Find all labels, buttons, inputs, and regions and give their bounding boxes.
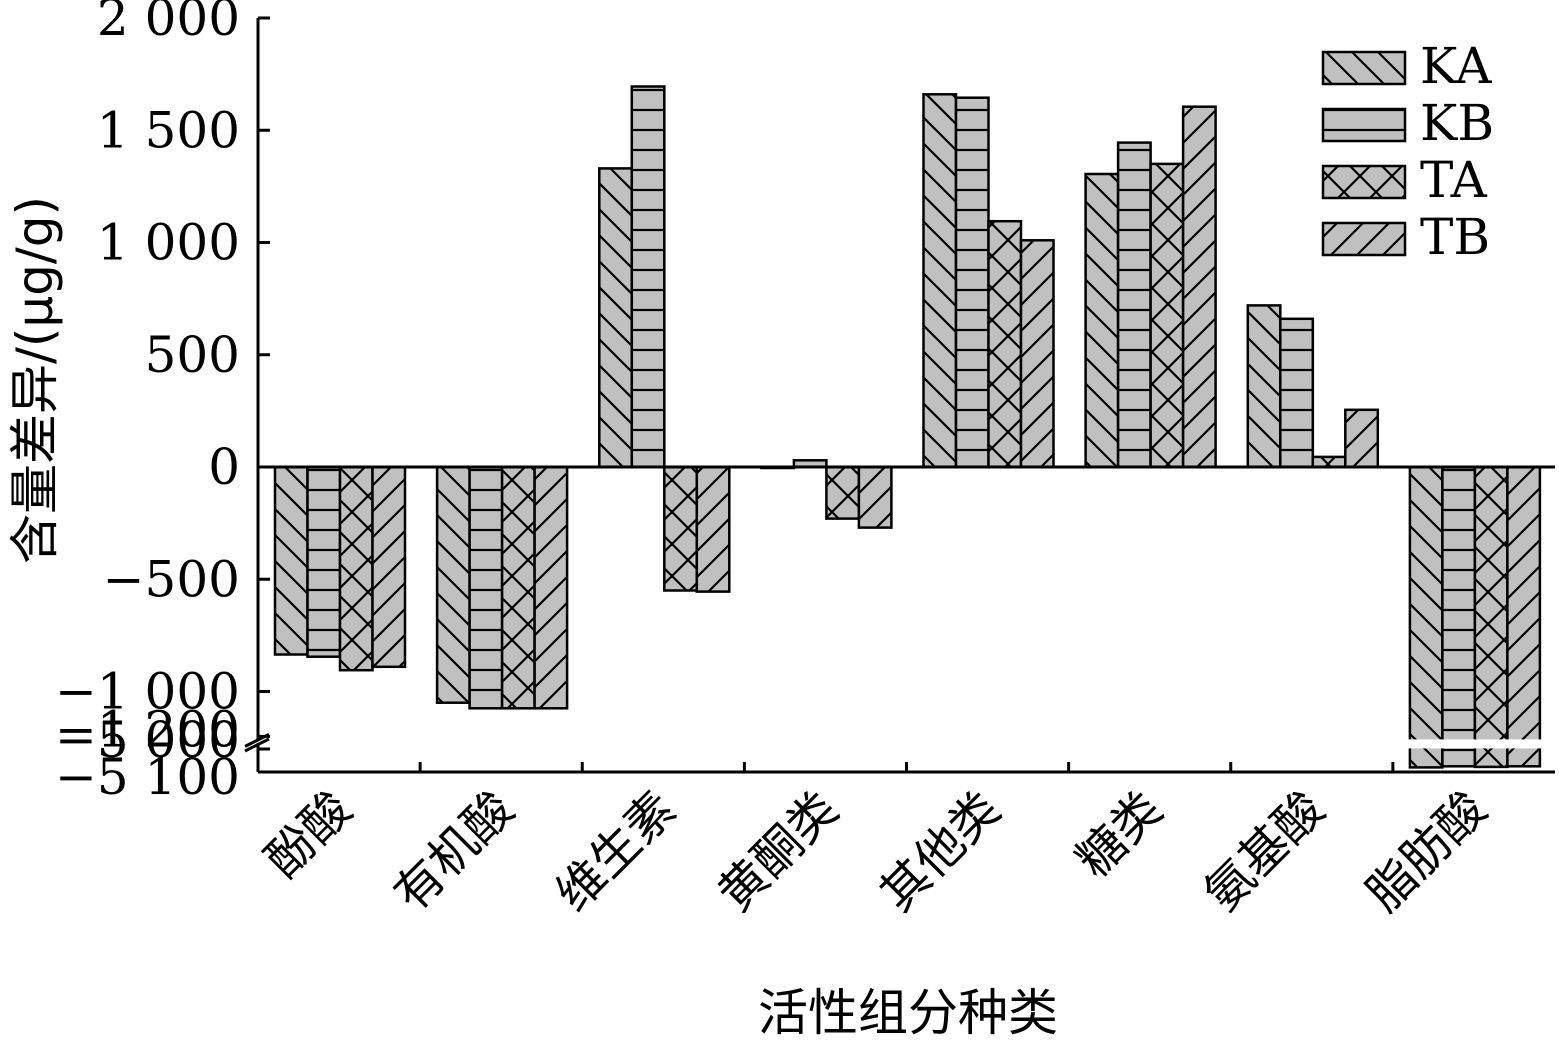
bar-KA-5 (922, 93, 958, 469)
bar-TB-3 (695, 465, 731, 593)
x-axis-title: 活性组分种类 (758, 984, 1058, 1042)
x-tick-label: 脂肪酸 (1356, 781, 1497, 922)
legend-swatch-KB (1321, 107, 1407, 143)
bar-TA-8 (1473, 465, 1509, 769)
bar-TA-1 (338, 465, 374, 672)
x-tick-label: 维生素 (545, 781, 686, 922)
x-tick-label: 酚酸 (255, 781, 362, 888)
x-tick-label: 其他类 (870, 781, 1011, 922)
x-tick-label: 黄酮类 (707, 781, 848, 922)
bar-KB-7 (1279, 317, 1315, 469)
bar-TA-3 (663, 465, 699, 592)
x-tick-label: 有机酸 (383, 781, 524, 922)
bar-TB-8 (1506, 465, 1542, 768)
bar-KB-6 (1116, 141, 1152, 469)
bar-KB-2 (468, 465, 504, 710)
bar-KA-8 (1408, 465, 1444, 769)
y-tick-label: −1 200 (55, 700, 240, 758)
legend-label-TA: TA (1420, 151, 1488, 209)
bars-group (273, 85, 1543, 769)
bar-KA-7 (1246, 304, 1282, 469)
y-tick-label: 1 000 (97, 214, 240, 272)
bar-TA-4 (825, 465, 861, 520)
bar-TA-7 (1311, 455, 1347, 469)
bar-KB-1 (306, 465, 342, 658)
legend-label-KB: KB (1420, 94, 1494, 152)
x-tick-label: 氨基酸 (1194, 781, 1335, 922)
x-tick-label: 糖类 (1066, 781, 1173, 888)
y-tick-label: 500 (145, 326, 240, 384)
y-tick-label: −5 100 (55, 748, 240, 806)
y-ticks-group: 2 000 1 500 1 000 500 0 −500 −1 000−1 200−5 00… (55, 0, 270, 806)
legend-swatch-TA (1321, 164, 1407, 200)
bar-TB-6 (1181, 105, 1217, 469)
y-tick-label: 0 (208, 438, 240, 496)
y-tick-label: −500 (103, 550, 240, 608)
y-axis-title: 含量差异/(μg/g) (6, 196, 64, 564)
bar-KB-3 (630, 85, 666, 469)
bar-KA-1 (273, 465, 309, 656)
bar-KB-8 (1441, 465, 1477, 768)
legend-label-TB: TB (1420, 208, 1490, 266)
bar-KB-5 (954, 96, 990, 469)
y-tick-label: 1 500 (97, 101, 240, 159)
bar-TB-7 (1344, 408, 1380, 469)
legend-swatch-KA (1321, 50, 1407, 86)
legend-label-KA: KA (1420, 37, 1492, 95)
y-tick-label: 2 000 (97, 0, 240, 47)
bar-TB-4 (857, 465, 893, 529)
bar-TB-2 (533, 465, 569, 710)
bar-KA-2 (435, 465, 471, 704)
legend-swatch-TB (1321, 221, 1407, 257)
y-tick-label: −5 000 (55, 711, 240, 769)
x-ticks-group: 酚酸 有机酸 维生素 黄酮类 其他类 糖类 氨基酸 脂肪酸 (255, 762, 1497, 922)
bar-KA-3 (598, 167, 634, 469)
bar-TA-5 (987, 219, 1023, 469)
bar-TA-6 (1149, 162, 1185, 469)
bar-TB-1 (371, 465, 407, 669)
axis-break-mark (244, 737, 270, 753)
bar-TA-2 (500, 465, 536, 710)
y-tick-label: −1 000 (55, 663, 240, 721)
axis-break-gap (1408, 739, 1543, 749)
bar-KA-6 (1084, 172, 1120, 469)
bar-TB-5 (1019, 239, 1055, 469)
